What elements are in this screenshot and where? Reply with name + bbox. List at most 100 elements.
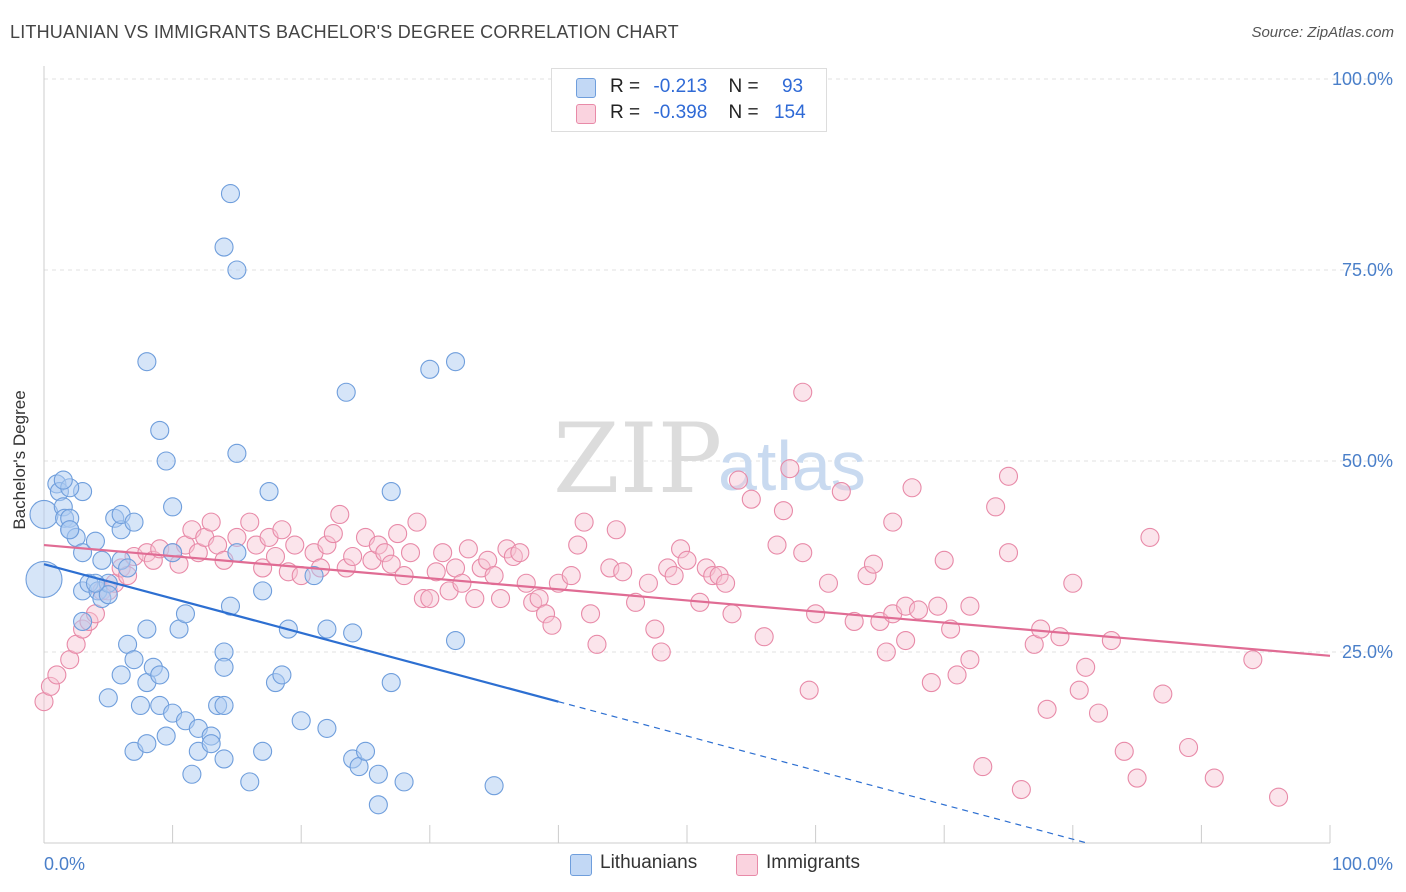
immigrants-point	[265, 546, 286, 567]
legend-n-label: N =	[728, 76, 759, 97]
legend-n-value: 93	[781, 76, 804, 97]
immigrants-point	[658, 558, 678, 578]
immigrants-point	[606, 520, 626, 540]
lithuanians-point	[137, 619, 157, 639]
immigrants-point	[767, 535, 787, 555]
legend-r-value: -0.398	[653, 102, 708, 123]
watermark-zip: ZIP	[553, 403, 722, 515]
immigrants-point	[728, 470, 748, 490]
lithuanians-point	[156, 451, 176, 471]
lithuanians-point	[214, 237, 234, 257]
chart-title: LITHUANIAN VS IMMIGRANTS BACHELOR'S DEGR…	[10, 22, 679, 42]
lithuanians-legend-label: Lithuanians	[600, 852, 698, 873]
immigrants-point	[375, 543, 395, 563]
legend-r-label: R =	[610, 76, 641, 97]
lithuanians-point	[240, 772, 260, 792]
immigrants-point	[896, 630, 916, 651]
y-tick-label: 100.0%	[1332, 69, 1393, 89]
immigrants-point	[664, 566, 684, 586]
lithuanians-point	[445, 352, 466, 372]
immigrants-point	[600, 558, 620, 578]
lithuanians-point	[355, 741, 376, 761]
immigrants-point	[1269, 787, 1289, 807]
immigrants-point	[1127, 768, 1147, 788]
immigrants-point	[516, 573, 536, 593]
immigrants-point	[1050, 627, 1070, 647]
lithuanians-point	[317, 718, 337, 738]
immigrants-point	[973, 757, 993, 777]
immigrants-point	[902, 478, 922, 498]
lithuanians-point	[381, 482, 401, 502]
immigrants-point	[806, 604, 826, 624]
immigrants-point	[433, 543, 453, 563]
lithuanians-point	[150, 420, 170, 440]
lithuanians-point	[304, 566, 324, 586]
x-tick-label: 100.0%	[1332, 854, 1393, 874]
immigrants-point	[484, 566, 504, 586]
lithuanians-point	[253, 581, 273, 601]
immigrants-trend-line	[43, 543, 1331, 657]
lithuanians-point	[368, 764, 388, 784]
immigrants-point	[330, 504, 350, 525]
immigrants-point	[580, 604, 601, 624]
watermark: ZIP atlas	[553, 403, 866, 515]
lithuanians-point	[156, 726, 176, 746]
lithuanians-point	[259, 482, 279, 502]
immigrants-point	[1153, 684, 1173, 704]
immigrants-point	[413, 588, 433, 609]
immigrants-point	[1031, 619, 1051, 639]
immigrants-point	[317, 535, 337, 555]
immigrants-point	[722, 604, 742, 624]
immigrants-point	[490, 588, 511, 609]
immigrants-point	[1243, 650, 1263, 670]
axes	[43, 66, 1331, 844]
immigrants-point	[960, 650, 980, 670]
immigrants-point	[716, 573, 736, 593]
immigrants-point	[928, 596, 948, 616]
immigrants-point	[1037, 699, 1057, 719]
immigrants-point	[323, 524, 343, 544]
immigrants-point	[1114, 741, 1134, 761]
immigrants-point	[1088, 703, 1109, 723]
immigrants-point	[793, 543, 813, 563]
lithuanians-point	[291, 711, 311, 731]
immigrants-point	[561, 566, 581, 586]
immigrants-point	[452, 573, 472, 593]
immigrants-point	[876, 642, 896, 662]
x-tick-label: 0.0%	[44, 854, 85, 874]
legend-n-value: 154	[773, 102, 806, 123]
lithuanians-point	[420, 359, 440, 379]
immigrants-point	[497, 539, 517, 559]
immigrants-point	[863, 554, 884, 574]
lithuanians-point	[124, 650, 144, 670]
immigrants-point	[1069, 680, 1089, 700]
immigrants-point	[986, 497, 1006, 517]
immigrants-point	[638, 573, 658, 593]
immigrants-point	[201, 512, 221, 532]
lithuanians-point	[124, 512, 144, 532]
immigrants-point	[381, 554, 401, 574]
lithuanians-point	[381, 673, 401, 693]
immigrants-point	[1140, 527, 1160, 547]
lithuanians-point	[137, 352, 157, 372]
lithuanians-point	[272, 665, 292, 685]
immigrants-point	[677, 550, 697, 570]
immigrants-point	[1011, 779, 1031, 800]
series-legend: Lithuanians Immigrants	[0, 852, 1406, 878]
lithuanians-point	[175, 604, 196, 624]
immigrants-point	[343, 546, 363, 567]
y-tick-label: 25.0%	[1342, 642, 1393, 662]
lithuanians-points	[25, 184, 504, 815]
lithuanians-point	[317, 619, 337, 639]
stats-legend: R = -0.213 N = 93 R = -0.398 N = 154	[551, 68, 827, 132]
immigrants-swatch	[576, 104, 596, 124]
lithuanians-point	[150, 665, 170, 685]
immigrants-point	[844, 611, 864, 631]
immigrants-point	[568, 535, 588, 555]
immigrants-point	[1204, 768, 1224, 788]
lithuanians-point	[227, 260, 247, 280]
immigrants-point	[741, 489, 761, 509]
immigrants-point	[1076, 657, 1096, 677]
immigrants-point	[510, 543, 530, 563]
immigrants-point	[921, 673, 941, 693]
